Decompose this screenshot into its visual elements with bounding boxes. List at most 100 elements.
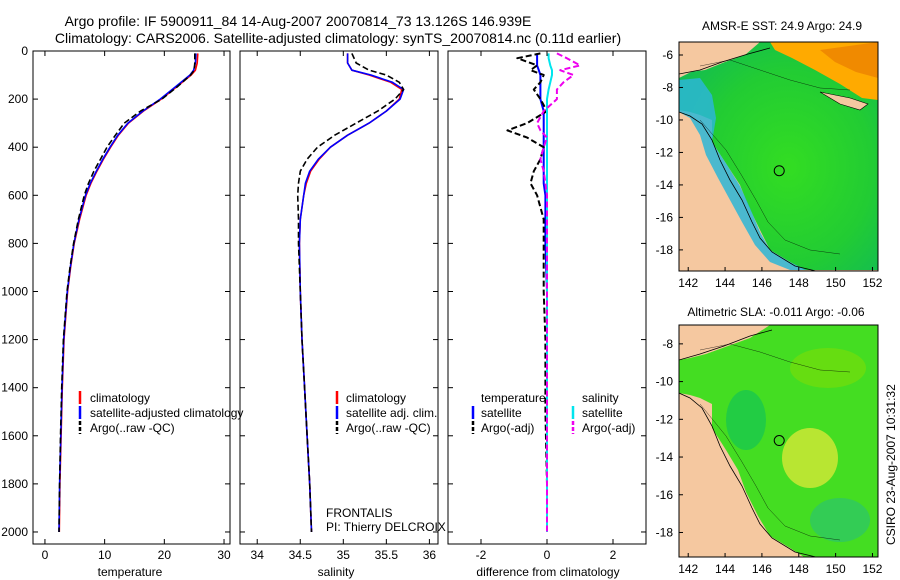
legend-label-satellite: satellite adj. clim. — [346, 406, 437, 420]
sst-isobath — [699, 59, 851, 255]
y-tick-label: 800 — [8, 236, 28, 250]
x-tick-label: 35.5 — [375, 548, 399, 562]
map-y-tick-label: -6 — [662, 48, 673, 62]
x-tick-label: 34 — [251, 548, 265, 562]
sst-map-title: AMSR-E SST: 24.9 Argo: 24.9 — [702, 19, 862, 33]
series-line-argo-raw-qc — [58, 53, 196, 533]
y-tick-label: 1200 — [1, 333, 28, 347]
sla-map-frame — [678, 324, 879, 558]
map-y-tick-label: -16 — [656, 488, 674, 502]
y-tick-label: 1000 — [1, 284, 28, 298]
x-tick-label: 30 — [217, 548, 231, 562]
salinity-plot: 34 34.5 35 35.5 36 — [240, 50, 438, 562]
map-y-tick-label: -14 — [656, 450, 674, 464]
map-x-tick-label: 144 — [715, 562, 735, 576]
map-x-tick-label: 148 — [789, 562, 809, 576]
y-tick-label: 1400 — [1, 381, 28, 395]
temperature-legend: climatology satellite-adjusted climatolo… — [78, 391, 243, 435]
sst-coastline — [679, 47, 818, 271]
map-x-tick-label: 142 — [678, 276, 698, 290]
map-x-tick-label: 146 — [752, 562, 772, 576]
sla-isobath — [699, 343, 851, 541]
sla-argo-position-marker — [773, 435, 785, 447]
sst-sea-field — [679, 42, 878, 270]
legend-label-temp-satellite: satellite — [481, 406, 522, 420]
map-y-tick-label: -12 — [656, 412, 674, 426]
difference-plot: -2 0 2 — [448, 50, 646, 562]
series-line-temperature-argo-adj — [506, 52, 548, 532]
sla-map — [679, 325, 878, 557]
map-x-tick-label: 150 — [826, 276, 846, 290]
x-tick-label: 34.5 — [289, 548, 313, 562]
x-tick-label: -2 — [476, 548, 487, 562]
legend-label-temp-argo: Argo(-adj) — [481, 421, 534, 435]
map-x-tick-label: 148 — [789, 276, 809, 290]
x-tick-label: 20 — [158, 548, 172, 562]
sst-cool-coastal-band — [679, 78, 806, 270]
map-y-tick-label: -12 — [656, 145, 674, 159]
map-y-tick-label: -8 — [662, 80, 673, 94]
map-y-tick-label: -10 — [656, 375, 674, 389]
map-y-tick-label: -18 — [656, 525, 674, 539]
figure-title-line2: Climatology: CARS2006. Satellite-adjuste… — [55, 30, 621, 46]
map-x-tick-label: 152 — [862, 562, 882, 576]
map-y-tick-label: -16 — [656, 210, 674, 224]
salinity-panel-frame — [239, 50, 439, 545]
y-tick-label: 1800 — [1, 477, 28, 491]
figure-title-line1: Argo profile: IF 5900911_84 14-Aug-2007 … — [65, 13, 532, 29]
series-line-salinity-argo-adj — [536, 52, 581, 532]
legend-label-argo: Argo(..raw -QC) — [346, 421, 431, 435]
map-x-tick-label: 146 — [752, 276, 772, 290]
temperature-plot: 0 10 20 30 0 200 400 600 800 1000 1200 1400 1600 1800… — [1, 44, 231, 562]
float-pi-label: PI: Thierry DELCROIX — [326, 520, 446, 534]
legend-header-salinity: salinity — [582, 391, 619, 405]
x-tick-label: 0 — [42, 548, 49, 562]
sla-low-anomaly — [726, 390, 766, 450]
sst-map-ticks: 142 144 146 148 150 152 -6 -8 -10 -12 -14 -16 -18 — [656, 48, 883, 290]
legend-label-climatology: climatology — [346, 391, 406, 405]
map-x-tick-label: 150 — [826, 562, 846, 576]
series-line-satellite-adj-clim — [298, 53, 405, 533]
y-tick-label: 2000 — [1, 525, 28, 539]
sla-high-anomaly — [782, 428, 838, 488]
y-tick-label: 400 — [8, 140, 28, 154]
map-y-tick-label: -8 — [662, 337, 673, 351]
y-tick-label: 0 — [21, 44, 28, 58]
float-project-label: FRONTALIS — [326, 506, 392, 520]
sla-map-ticks: 142 144 146 148 150 152 -8 -10 -12 -14 -16 -18 — [656, 337, 883, 576]
legend-header-temperature: temperature — [481, 391, 546, 405]
series-line-salinity-satellite — [546, 53, 553, 532]
sst-new-guinea-land — [679, 42, 760, 74]
x-tick-label: 10 — [98, 548, 112, 562]
legend-label-satellite: satellite-adjusted climatology — [90, 406, 243, 420]
legend-label-sal-argo: Argo(-adj) — [582, 421, 635, 435]
y-tick-label: 200 — [8, 92, 28, 106]
sst-argo-position-marker — [773, 165, 785, 177]
sst-map-frame — [678, 41, 879, 272]
sla-coastline — [679, 329, 818, 557]
difference-legend: temperature satellite Argo(-adj) salinit… — [471, 391, 635, 435]
sst-warm-core — [820, 42, 878, 78]
x-tick-label: 35 — [337, 548, 351, 562]
map-x-tick-label: 144 — [715, 276, 735, 290]
sla-new-guinea-land — [679, 325, 770, 360]
difference-axis-label: difference from climatology — [476, 565, 619, 579]
footer-timestamp: CSIRO 23-Aug-2007 10:31:32 — [884, 384, 898, 545]
series-line-satellite-adjusted-climatology — [58, 53, 197, 533]
map-y-tick-label: -14 — [656, 178, 674, 192]
map-x-tick-label: 152 — [862, 276, 882, 290]
sst-island-land — [819, 91, 869, 111]
sst-map — [679, 42, 878, 271]
legend-label-sal-satellite: satellite — [582, 406, 623, 420]
x-tick-label: 2 — [610, 548, 617, 562]
y-tick-label: 1600 — [1, 429, 28, 443]
salinity-axis-label: salinity — [318, 565, 355, 579]
sla-patch — [790, 348, 866, 388]
map-x-tick-label: 142 — [678, 562, 698, 576]
salinity-legend: climatology satellite adj. clim. Argo(..… — [335, 391, 437, 435]
y-tick-label: 600 — [8, 188, 28, 202]
temperature-axis-label: temperature — [98, 565, 163, 579]
sla-low-anomaly-south — [810, 498, 870, 542]
legend-label-argo: Argo(..raw -QC) — [90, 421, 175, 435]
